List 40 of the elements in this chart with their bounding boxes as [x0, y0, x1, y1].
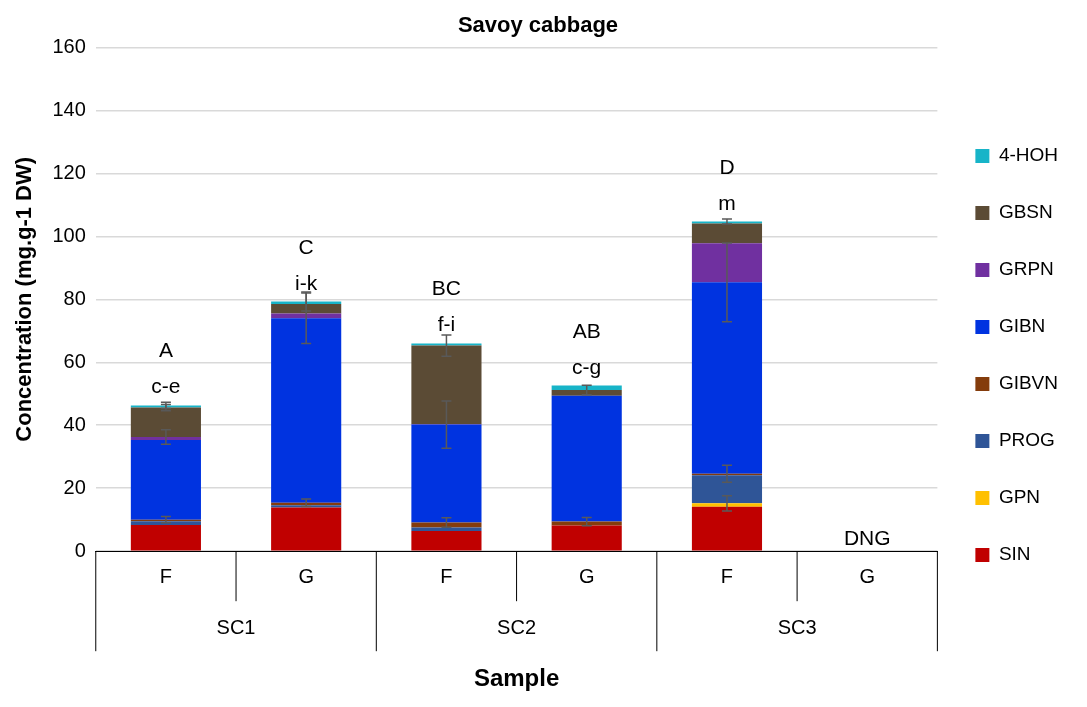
y-tick-label: 80	[63, 286, 86, 309]
x-tick-label: G	[298, 564, 314, 587]
chart-title: Savoy cabbage	[457, 12, 619, 38]
legend-label: GBSN	[998, 201, 1053, 223]
text: SC1	[216, 616, 256, 639]
x-tick-label: F	[159, 564, 173, 587]
annotation: f-i	[437, 312, 456, 336]
y-tick-label: 140	[52, 97, 86, 120]
annotation: DNG	[843, 526, 891, 550]
annotation: AB	[572, 318, 601, 342]
annotation: BC	[431, 276, 462, 300]
y-tick-label: 120	[52, 160, 86, 183]
legend-label: GRPN	[998, 258, 1054, 280]
y-tick-label: 100	[52, 223, 86, 246]
x-tick-label: G	[859, 564, 876, 587]
annotation: A	[158, 338, 173, 362]
y-tick-label: 20	[63, 475, 86, 498]
text: SC2	[497, 616, 537, 639]
annotation: i-k	[295, 270, 318, 294]
legend-label: SIN	[998, 543, 1031, 565]
text: SC3	[777, 616, 817, 639]
annotation: C	[298, 234, 314, 258]
legend-label: GIBN	[998, 315, 1046, 337]
y-axis-title: Concentration (mg.g-1 DW)	[11, 156, 37, 442]
y-tick-label: 0	[74, 538, 86, 561]
legend-label: 4-HOH	[998, 144, 1058, 166]
x-tick-label: F	[440, 564, 453, 587]
y-tick-label: 160	[52, 34, 86, 57]
legend-label: PROG	[998, 429, 1055, 451]
x-tick-label: F	[720, 564, 734, 587]
legend-label: GIBVN	[998, 372, 1058, 394]
x-axis-title: Sample	[473, 664, 560, 692]
annotation: D	[719, 154, 735, 178]
y-tick-label: 40	[63, 412, 86, 435]
annotation: m	[718, 190, 736, 214]
y-tick-label: 60	[63, 349, 86, 372]
x-tick-label: G	[578, 564, 595, 587]
annotation: c-g	[572, 354, 602, 378]
legend-label: GPN	[998, 486, 1041, 508]
annotation: c-e	[151, 374, 181, 398]
